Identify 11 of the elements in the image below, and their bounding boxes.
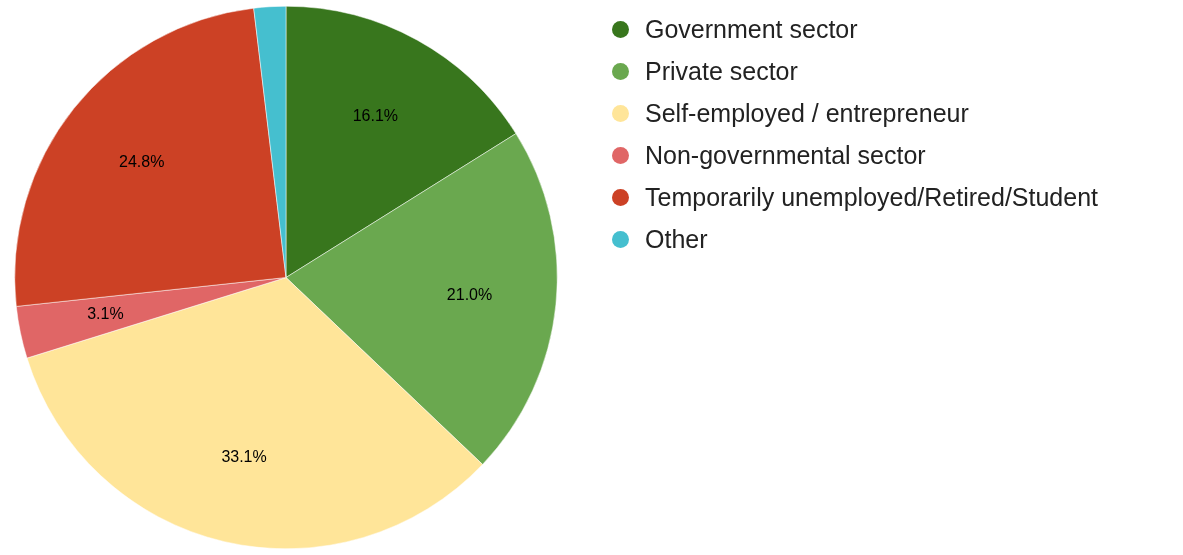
data-label: 16.1% [352,106,399,124]
legend-label: Temporarily unemployed/Retired/Student [645,182,1099,212]
legend-label: Non-governmental sector [645,140,926,170]
legend-label: Self-employed / entrepreneur [645,98,969,128]
data-label: 24.8% [119,153,165,171]
legend-label: Other [645,224,708,254]
legend-label: Government sector [645,14,858,44]
data-label: 33.1% [221,447,267,465]
legend-label: Private sector [645,56,798,86]
data-label: 21.0% [446,286,493,304]
data-label: 3.1% [87,305,124,323]
